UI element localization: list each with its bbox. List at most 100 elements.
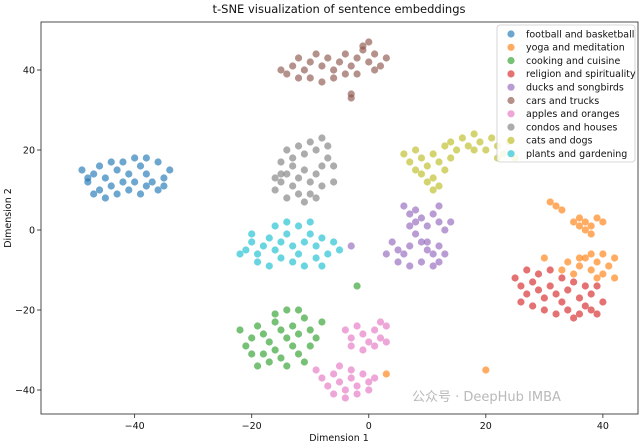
data-point [119,158,127,166]
legend-box [496,24,636,163]
data-point [458,134,467,142]
data-point [265,234,273,242]
data-point [90,170,98,178]
data-point [406,158,414,166]
data-point [95,186,104,194]
data-point [265,338,273,346]
data-point [570,270,578,278]
y-tick-label: 0 [29,226,35,237]
legend-label: cars and trucks [526,96,599,107]
data-point [259,242,268,250]
data-point [435,158,443,166]
data-point [341,326,349,334]
data-point [429,174,437,182]
data-point [271,346,279,354]
data-point [341,70,349,78]
data-point [330,178,338,186]
data-point [540,254,548,262]
data-point [564,306,572,314]
data-point [558,298,566,306]
data-point [371,326,379,334]
x-tick-label: 0 [366,421,372,432]
data-point [312,254,320,262]
data-point [476,138,484,146]
data-point [78,166,86,174]
data-point [347,342,355,350]
data-point [300,166,308,174]
data-point [435,202,443,210]
data-point [447,138,455,146]
data-point [552,290,560,298]
data-point [353,322,361,330]
legend-label: yoga and meditation [526,43,625,54]
data-point [324,382,332,390]
data-point [160,174,168,182]
data-point [411,230,420,238]
data-point [294,174,303,182]
data-point [335,378,344,386]
data-point [371,342,379,350]
data-point [113,166,121,174]
data-point [447,218,455,226]
data-point [587,306,595,314]
data-point [423,222,431,230]
data-point [546,198,554,206]
data-point [347,62,355,70]
data-point [306,58,314,66]
x-tick-label: 20 [480,421,492,432]
data-point [90,190,98,198]
data-point [294,74,303,82]
data-point [101,174,109,182]
data-point [283,70,291,78]
data-point [394,258,402,266]
data-point [552,310,560,318]
data-point [289,322,297,330]
data-point [294,306,303,314]
data-point [289,182,297,190]
data-point [318,374,326,382]
series-7 [271,134,338,206]
data-point [271,318,279,326]
data-point [411,218,420,226]
data-point [546,266,554,274]
data-point [400,202,408,210]
data-point [312,146,320,154]
data-point [271,246,279,254]
data-point [452,146,461,154]
data-point [300,262,308,270]
data-point [277,158,285,166]
data-point [248,230,256,238]
data-point [359,346,367,354]
data-point [587,230,595,238]
data-point [587,250,595,258]
data-point [570,218,578,226]
data-point [599,250,607,258]
watermark-text: 公众号 · DeepHub IMBA [412,390,561,405]
data-point [359,330,367,338]
data-point [423,178,431,186]
data-point [593,310,601,318]
data-point [277,254,285,262]
data-point [283,146,291,154]
data-point [441,250,449,258]
data-point [294,350,303,358]
data-point [376,318,385,326]
data-point [300,66,308,74]
data-point [347,374,355,382]
data-point [277,170,285,178]
data-point [253,362,262,370]
data-point [365,338,373,346]
legend-marker [507,123,515,131]
data-point [253,258,262,266]
data-point [517,282,525,290]
data-point [382,322,390,330]
data-point [312,334,320,342]
data-point [593,282,601,290]
data-point [417,214,426,222]
data-point [283,362,291,370]
data-point [277,238,285,246]
y-axis-ticks: −40 −20 0 20 40 [15,66,41,397]
data-point [306,190,314,198]
data-point [294,330,303,338]
series-5 [277,38,390,102]
